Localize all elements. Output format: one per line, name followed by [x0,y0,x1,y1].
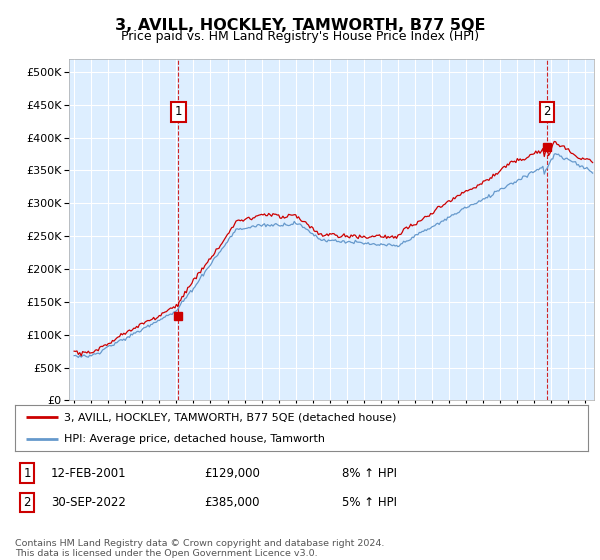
Text: 3, AVILL, HOCKLEY, TAMWORTH, B77 5QE (detached house): 3, AVILL, HOCKLEY, TAMWORTH, B77 5QE (de… [64,412,396,422]
Text: 5% ↑ HPI: 5% ↑ HPI [342,496,397,509]
Text: 30-SEP-2022: 30-SEP-2022 [51,496,126,509]
Text: 1: 1 [175,105,182,118]
Text: 3, AVILL, HOCKLEY, TAMWORTH, B77 5QE: 3, AVILL, HOCKLEY, TAMWORTH, B77 5QE [115,18,485,33]
Text: 12-FEB-2001: 12-FEB-2001 [51,466,127,480]
Text: 1: 1 [23,466,31,480]
Text: 2: 2 [23,496,31,509]
Text: £129,000: £129,000 [204,466,260,480]
Text: Price paid vs. HM Land Registry's House Price Index (HPI): Price paid vs. HM Land Registry's House … [121,30,479,43]
Text: 8% ↑ HPI: 8% ↑ HPI [342,466,397,480]
Text: £385,000: £385,000 [204,496,260,509]
Text: HPI: Average price, detached house, Tamworth: HPI: Average price, detached house, Tamw… [64,435,325,444]
Text: Contains HM Land Registry data © Crown copyright and database right 2024.
This d: Contains HM Land Registry data © Crown c… [15,539,385,558]
Text: 2: 2 [544,105,551,118]
